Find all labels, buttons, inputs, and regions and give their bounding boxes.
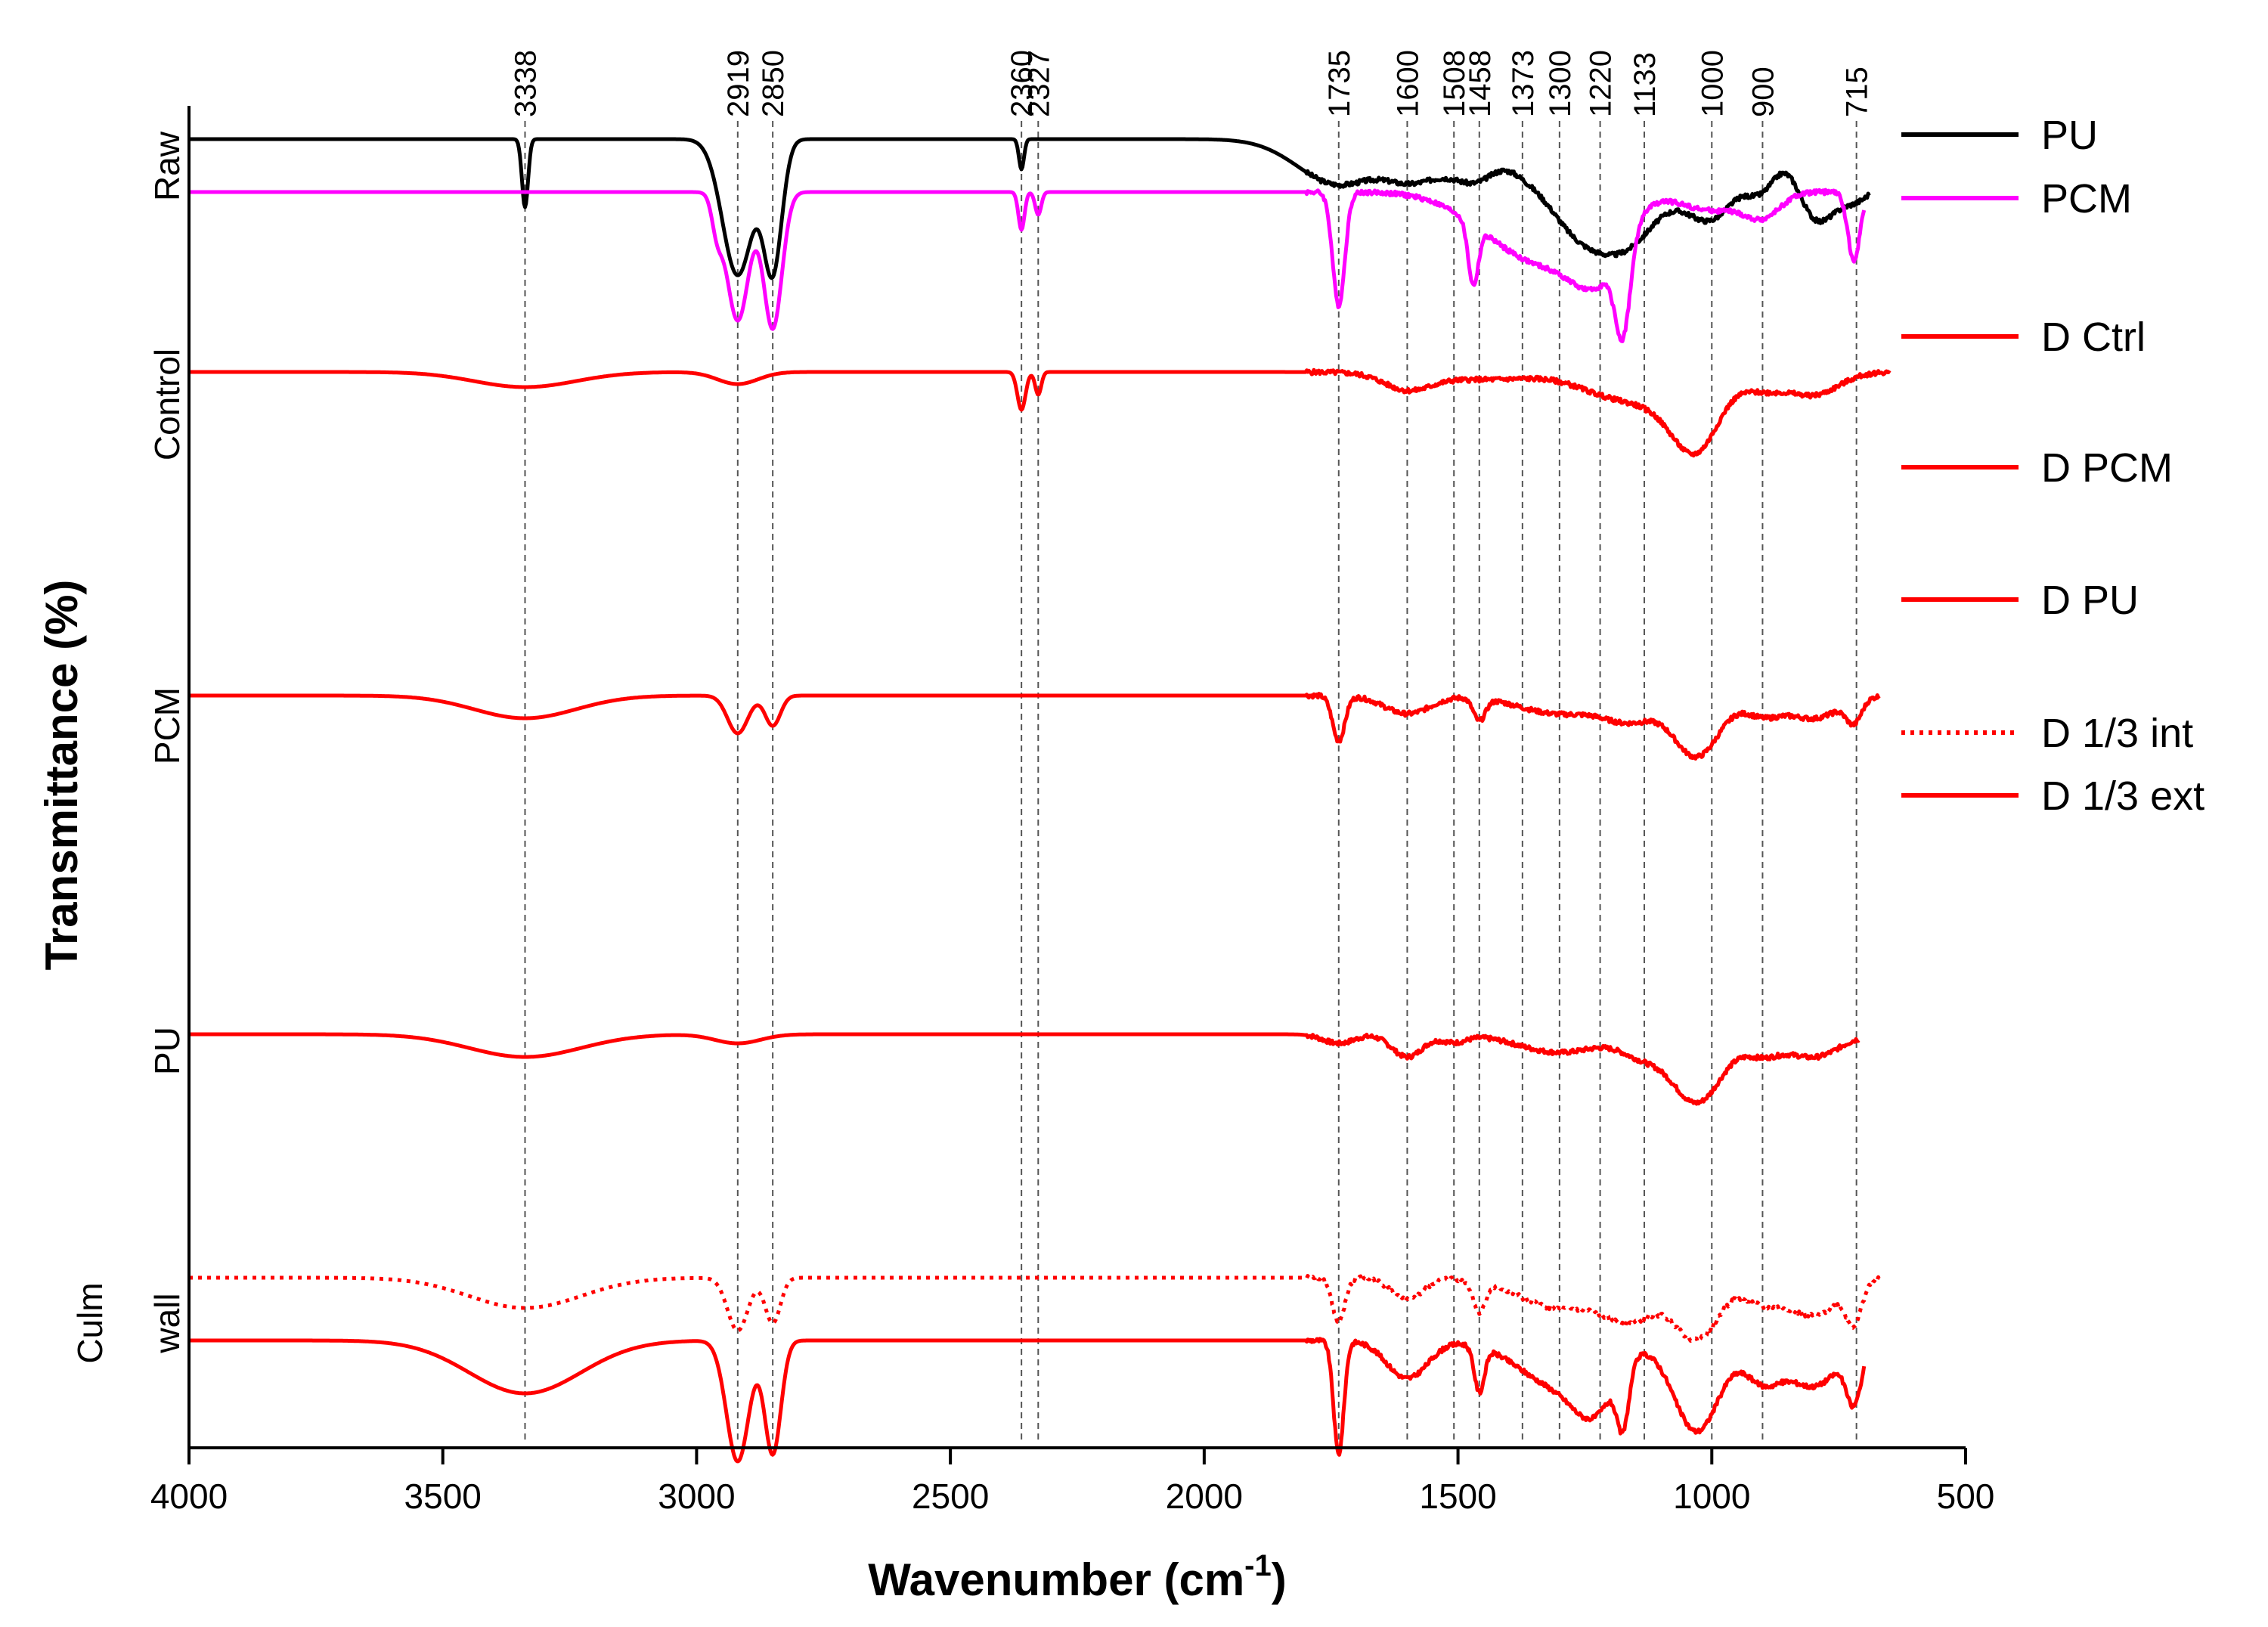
peak-label-1508: 1508 xyxy=(1438,50,1471,117)
series-line-d-pu xyxy=(187,1032,1861,1106)
peak-label-1220: 1220 xyxy=(1585,50,1618,117)
x-tick-label-1500: 1500 xyxy=(1419,1477,1496,1516)
peak-label-1600: 1600 xyxy=(1391,50,1424,117)
peak-label-900: 900 xyxy=(1746,67,1780,117)
peak-label-1133: 1133 xyxy=(1628,52,1662,117)
peak-label-1458: 1458 xyxy=(1464,50,1497,117)
x-tick-label-3000: 3000 xyxy=(658,1477,735,1516)
peak-label-2327: 2327 xyxy=(1022,50,1055,117)
group-label-culm: Culm xyxy=(70,1282,110,1363)
group-label-wall: wall xyxy=(147,1293,187,1353)
x-tick-label-500: 500 xyxy=(1937,1477,1995,1516)
series-line-d-1-3-int xyxy=(187,1274,1882,1343)
peak-label-2360: 2360 xyxy=(1005,50,1039,117)
x-ticks: 4000 3500 3000 2500 2000 1500 1000 500 xyxy=(150,1448,1995,1516)
spectra-series xyxy=(187,137,1892,1464)
x-tick-label-2500: 2500 xyxy=(912,1477,989,1516)
group-label-control: Control xyxy=(147,349,187,460)
legend-label-6: D 1/3 ext xyxy=(2041,773,2204,819)
x-tick-label-3500: 3500 xyxy=(404,1477,482,1516)
peak-label-2850: 2850 xyxy=(757,50,790,117)
x-axis-title: Wavenumber (cm-1) xyxy=(868,1549,1286,1605)
legend-label-3: D PCM xyxy=(2041,445,2173,491)
x-tick-label-4000: 4000 xyxy=(150,1477,228,1516)
legend-label-5: D 1/3 int xyxy=(2041,711,2193,756)
peak-label-1373: 1373 xyxy=(1507,50,1540,117)
series-line-pcm xyxy=(187,187,1867,343)
group-label-pcm: PCM xyxy=(147,687,187,764)
series-line-d-1-3-ext xyxy=(187,1337,1867,1464)
group-labels: Raw Control PCM PU Culm wall xyxy=(70,131,187,1363)
legend-label-1: PCM xyxy=(2041,176,2132,222)
series-line-d-ctrl xyxy=(187,367,1892,458)
peak-label-3338: 3338 xyxy=(509,50,542,117)
group-label-pu: PU xyxy=(147,1027,187,1075)
legend-label-0: PU xyxy=(2041,113,2098,158)
series-line-pu xyxy=(187,137,1871,280)
legend-label-4: D PU xyxy=(2041,578,2139,623)
peak-label-1300: 1300 xyxy=(1544,50,1577,117)
x-tick-label-2000: 2000 xyxy=(1166,1477,1243,1516)
group-label-raw: Raw xyxy=(147,131,187,201)
y-axis-title: Transmittance (%) xyxy=(36,580,87,971)
axes xyxy=(187,106,1966,1449)
peak-label-1735: 1735 xyxy=(1323,50,1356,117)
x-tick-label-1000: 1000 xyxy=(1673,1477,1750,1516)
legend: PU PCM D Ctrl D PCM D PU D 1/3 int D 1/3 ext xyxy=(1901,113,2204,819)
legend-label-2: D Ctrl xyxy=(2041,315,2146,360)
peak-label-2919: 2919 xyxy=(722,50,755,117)
series-line-d-pcm xyxy=(187,692,1881,761)
peak-label-1000: 1000 xyxy=(1696,50,1729,117)
peak-label-715: 715 xyxy=(1841,67,1874,117)
peak-reference-lines xyxy=(524,121,1857,1440)
